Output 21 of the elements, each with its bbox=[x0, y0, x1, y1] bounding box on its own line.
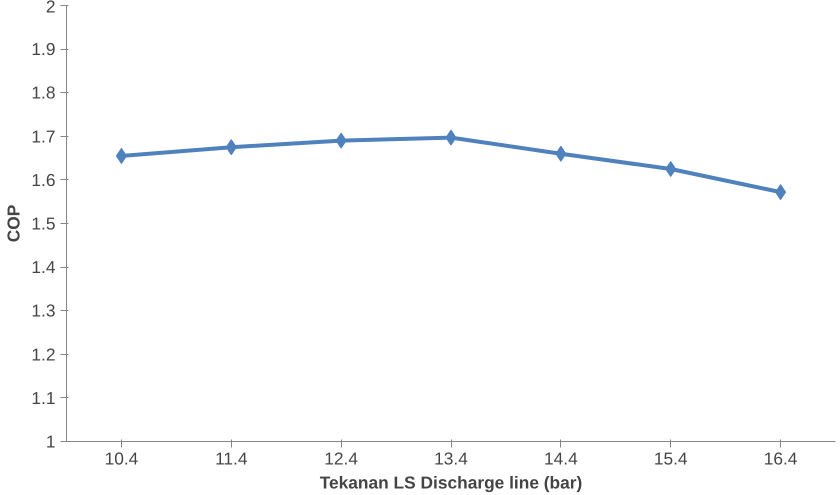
y-tick-label: 2 bbox=[46, 0, 56, 16]
y-tick-label: 1.8 bbox=[31, 82, 56, 103]
y-tick-label: 1.2 bbox=[31, 344, 56, 364]
y-tick-label: 1.4 bbox=[31, 257, 56, 278]
x-tick-label: 11.4 bbox=[215, 448, 248, 468]
y-tick-label: 1.5 bbox=[31, 214, 56, 234]
x-tick-label: 12.4 bbox=[324, 448, 358, 468]
point bbox=[665, 161, 676, 177]
y-tick-label: 1 bbox=[46, 432, 56, 452]
x-tick-label: 16.4 bbox=[764, 448, 798, 468]
x-tick-label: 14.4 bbox=[544, 448, 578, 468]
y-tick-label: 1.9 bbox=[31, 39, 56, 60]
x-tick-label: 10.4 bbox=[104, 448, 139, 468]
x-tick-label: 13.4 bbox=[434, 448, 468, 468]
y-tick-label: 1.3 bbox=[31, 300, 56, 321]
y-axis-title: COP bbox=[3, 204, 24, 242]
x-axis-title: Tekanan LS Discharge line (bar) bbox=[320, 472, 582, 492]
y-tick-label: 1.6 bbox=[31, 170, 56, 190]
y-tick-label: 1.7 bbox=[31, 126, 56, 146]
x-tick-label: 15.4 bbox=[654, 448, 688, 468]
y-tick-label: 1.1 bbox=[31, 388, 56, 408]
